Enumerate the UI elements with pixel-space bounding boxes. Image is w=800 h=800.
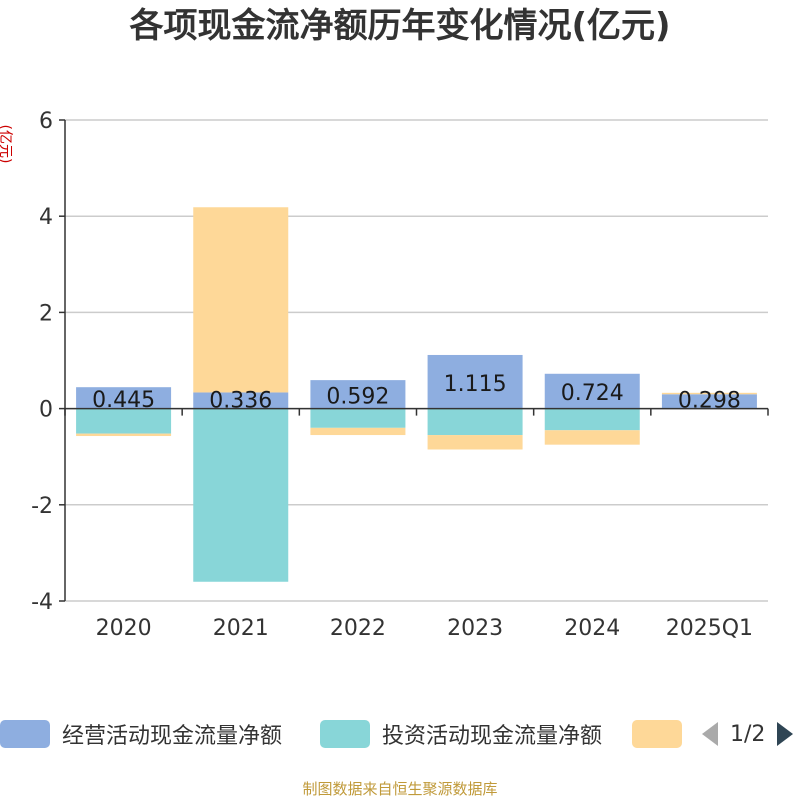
bar-2021-series-2[interactable] (193, 207, 289, 393)
bar-2022-series-2[interactable] (310, 427, 406, 436)
legend-label-operating: 经营活动现金流量净额 (62, 724, 283, 749)
data-labels: 0.445 0.336 0.592 1.115 0.724 0.298 (92, 372, 741, 414)
data-label-2024: 0.724 (561, 381, 624, 406)
axes: -4 -2 0 2 4 6 2020 2021 2022 2023 2024 2025Q1 (31, 109, 769, 641)
bar-2024-series-2[interactable] (544, 430, 640, 445)
bar-2023-series-2[interactable] (427, 435, 523, 450)
x-tick-label: 2025Q1 (666, 616, 753, 641)
legend-swatch-operating (0, 720, 50, 748)
source-note: 制图数据来自恒生聚源数据库 (302, 780, 498, 798)
bar-2024-series-0[interactable] (544, 373, 640, 409)
triangle-right-icon[interactable] (775, 720, 795, 748)
data-label-2020: 0.445 (92, 388, 155, 413)
x-tick-label: 2023 (447, 616, 503, 641)
chart-title: 各项现金流净额历年变化情况(亿元) (129, 6, 671, 46)
bar-2021-series-0[interactable] (193, 392, 289, 409)
bar-chart: -4 -2 0 2 4 6 2020 2021 2022 2023 2024 2025Q1 0.445… (31, 109, 769, 641)
bar-2021-series-1[interactable] (193, 408, 289, 582)
bar-2020-series-2[interactable] (76, 433, 172, 437)
x-tick-label: 2020 (96, 616, 152, 641)
bar-2024-series-1[interactable] (544, 408, 640, 431)
y-tick-label: 0 (39, 398, 53, 423)
bar-2025Q1-series-0[interactable] (661, 394, 757, 409)
grid-lines (65, 119, 768, 602)
bars (76, 207, 757, 582)
y-tick-label: 4 (39, 205, 53, 230)
bar-2020-series-0[interactable] (76, 387, 172, 409)
data-label-2022: 0.592 (326, 384, 389, 409)
bar-2025Q1-series-2[interactable] (661, 392, 757, 395)
legend-swatch-investing (320, 720, 370, 748)
bar-2023-series-0[interactable] (427, 354, 523, 409)
legend-item-operating[interactable]: 经营活动现金流量净额 (0, 716, 282, 752)
data-label-2023: 1.115 (444, 372, 507, 397)
y-tick-label: 6 (39, 109, 53, 134)
x-tick-label: 2021 (213, 616, 269, 641)
legend-item-investing[interactable]: 投资活动现金流量净额 (320, 716, 602, 752)
legend-label-investing: 投资活动现金流量净额 (382, 724, 603, 749)
y-tick-label: 2 (39, 301, 53, 326)
legend-pager: 1/2 (700, 716, 795, 752)
x-tick-label: 2022 (330, 616, 386, 641)
y-tick-label: -4 (31, 590, 53, 615)
bar-2023-series-1[interactable] (427, 408, 523, 436)
y-tick-label: -2 (31, 494, 53, 519)
legend-swatch-financing (632, 720, 682, 748)
legend-item-financing[interactable] (632, 716, 694, 752)
x-tick-label: 2024 (564, 616, 620, 641)
bar-2020-series-1[interactable] (76, 408, 172, 434)
bar-2022-series-0[interactable] (310, 380, 406, 409)
data-label-2021: 0.336 (209, 389, 272, 414)
legend: 经营活动现金流量净额 投资活动现金流量净额 1/2 (0, 716, 800, 752)
triangle-left-icon[interactable] (700, 720, 720, 748)
bar-2022-series-1[interactable] (310, 408, 406, 428)
data-label-2025Q1: 0.298 (678, 389, 741, 414)
legend-page-indicator: 1/2 (730, 721, 766, 747)
